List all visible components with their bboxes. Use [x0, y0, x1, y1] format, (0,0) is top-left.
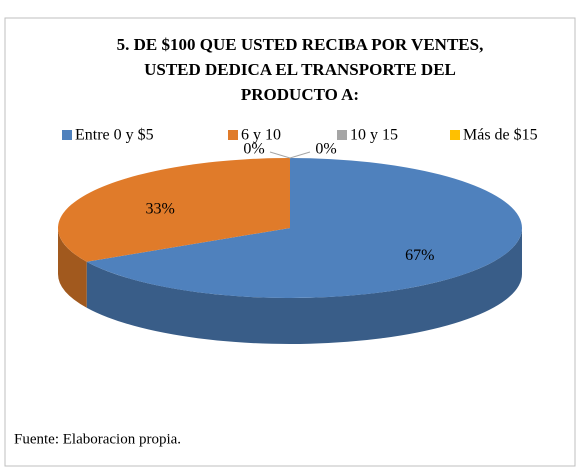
legend-swatch — [450, 130, 460, 140]
legend-label: Entre 0 y $5 — [75, 127, 154, 144]
pie-side — [86, 228, 523, 345]
data-label: 0% — [315, 141, 336, 158]
data-label: 33% — [146, 201, 175, 218]
legend-label: Más de $15 — [463, 127, 538, 144]
legend-label: 10 y 15 — [350, 127, 398, 144]
pie-slice — [86, 158, 523, 298]
pie-slice — [58, 158, 290, 262]
legend-label: 6 y 10 — [241, 127, 281, 144]
data-label: 67% — [405, 247, 434, 264]
pie-side — [58, 228, 87, 308]
leader-line — [289, 151, 311, 159]
chart-title: USTED DEDICA EL TRANSPORTE DEL — [144, 60, 456, 79]
source-note: Fuente: Elaboracion propia. — [14, 431, 181, 447]
legend-swatch — [62, 130, 72, 140]
chart-title: PRODUCTO A: — [241, 85, 359, 104]
leader-line — [269, 151, 291, 159]
legend-swatch — [228, 130, 238, 140]
legend-swatch — [337, 130, 347, 140]
chart-title: 5. DE $100 QUE USTED RECIBA POR VENTES, — [117, 35, 484, 54]
data-label: 0% — [243, 141, 264, 158]
